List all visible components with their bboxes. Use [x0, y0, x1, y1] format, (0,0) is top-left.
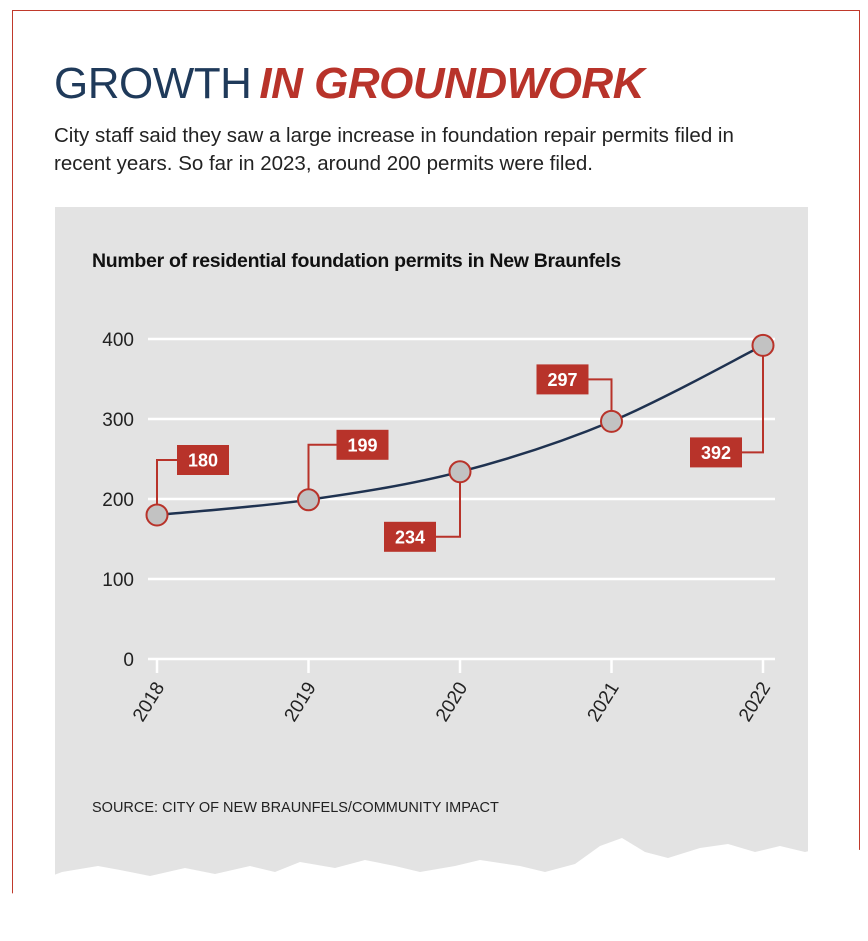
data-label: 199 [347, 435, 377, 455]
headline-part-2: IN GROUNDWORK [259, 59, 644, 108]
data-point [297, 488, 320, 512]
data-label-callout: 297 [536, 364, 613, 422]
infographic-frame [12, 10, 860, 941]
leader-line [307, 443, 337, 500]
data-point [751, 333, 775, 357]
data-label-callout: 234 [384, 471, 461, 552]
headline-part-1: GROWTH [54, 59, 252, 108]
data-label-callout: 180 [156, 445, 229, 515]
data-label: 180 [188, 451, 218, 471]
source-note: SOURCE: CITY OF NEW BRAUNFELS/COMMUNITY … [92, 800, 499, 816]
y-tick-label: 300 [102, 410, 134, 431]
y-tick-label: 0 [123, 650, 134, 671]
leader-line [742, 345, 764, 454]
data-label-box [690, 437, 742, 468]
leader-line [588, 378, 613, 422]
data-label: 392 [701, 443, 731, 463]
data-point [145, 503, 169, 527]
data-label-box [177, 445, 229, 475]
data-label: 297 [547, 370, 577, 390]
data-label-box [336, 429, 389, 460]
chart-panel [55, 207, 808, 941]
leader-line [436, 471, 461, 538]
chart-title: Number of residential foundation permits… [92, 250, 621, 272]
data-label: 234 [395, 527, 425, 547]
data-point [448, 460, 472, 484]
y-tick-label: 200 [102, 490, 134, 511]
y-tick-label: 100 [102, 570, 134, 591]
leader-line [156, 459, 177, 515]
headline: GROWTH IN GROUNDWORK [54, 58, 644, 110]
subtitle: City staff said they saw a large increas… [54, 124, 734, 175]
y-tick-label: 400 [102, 330, 134, 351]
data-label-callout: 392 [690, 345, 764, 468]
data-label-box [384, 521, 436, 552]
data-label-callout: 199 [307, 429, 389, 500]
data-label-box [536, 364, 589, 395]
data-point [600, 409, 623, 433]
